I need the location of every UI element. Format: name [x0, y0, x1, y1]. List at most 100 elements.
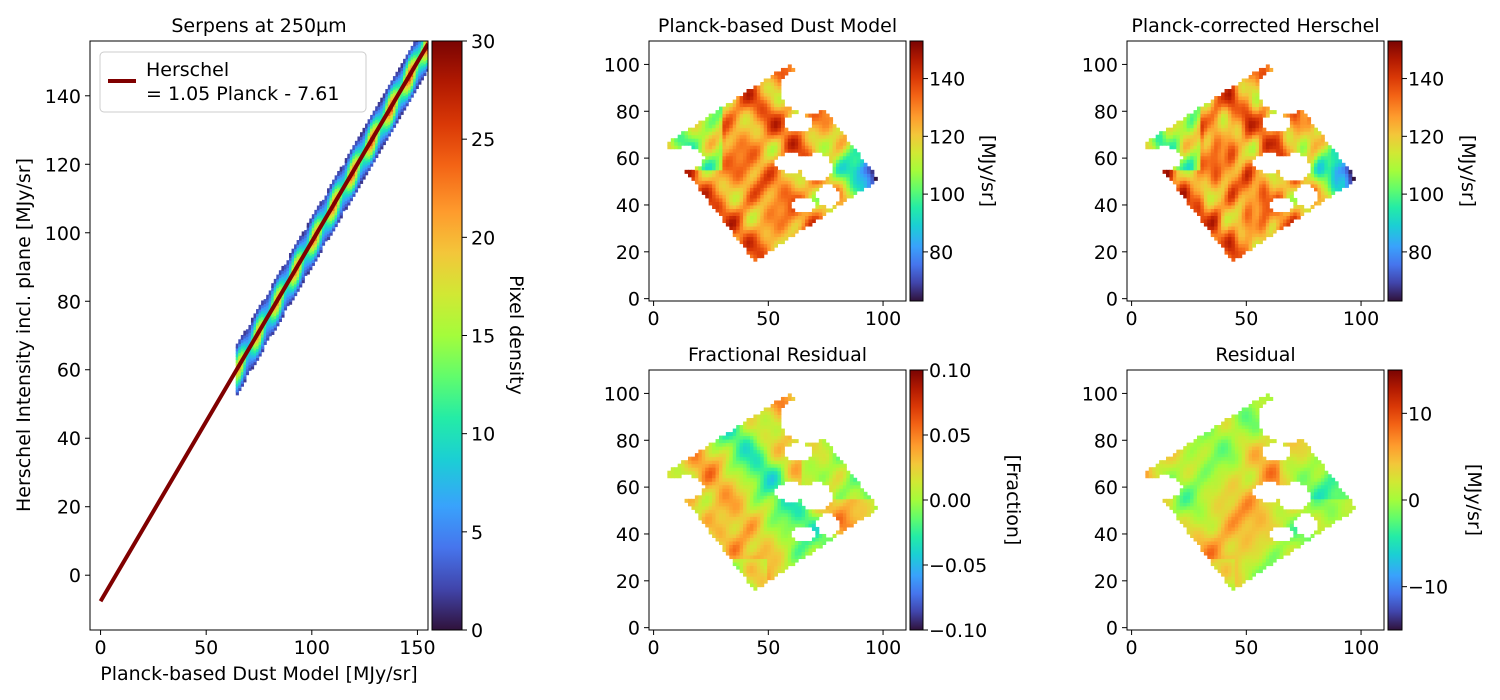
density-cell — [263, 340, 267, 345]
map-pixel — [767, 96, 772, 101]
map-pixel — [1217, 236, 1222, 241]
map-pixel — [743, 555, 748, 560]
density-cell — [291, 257, 295, 263]
colorbar-tick-label: 100 — [929, 184, 965, 206]
map-pixel — [749, 113, 754, 118]
density-cell — [426, 26, 429, 31]
map-pixel — [1207, 120, 1212, 125]
map-pixel — [688, 463, 692, 468]
map-pixel — [670, 145, 675, 150]
density-cell — [304, 259, 308, 265]
map-pixel — [743, 204, 748, 209]
map-pixel — [770, 103, 775, 108]
map-pixel — [1238, 173, 1243, 178]
density-cell — [352, 183, 356, 189]
map-pixel — [1307, 180, 1312, 185]
density-cell — [253, 328, 257, 333]
map-pixel — [1214, 113, 1219, 118]
map-pixel — [694, 460, 699, 465]
map-pixel — [763, 81, 768, 87]
density-cell — [337, 203, 341, 209]
density-cell — [347, 162, 351, 168]
map-pixel — [715, 148, 720, 153]
map-pixel — [811, 180, 816, 185]
density-cell — [408, 64, 412, 70]
map-pixel — [780, 187, 785, 192]
density-cell — [359, 135, 364, 140]
y-tick-label: 20 — [1094, 242, 1118, 264]
map-pixel — [1255, 180, 1260, 185]
map-pixel — [1227, 99, 1232, 104]
density-cell — [240, 337, 244, 343]
map-pixel — [801, 134, 806, 139]
map-pixel — [866, 180, 871, 185]
map-pixel — [805, 134, 809, 139]
density-cell — [327, 205, 331, 211]
map-pixel — [739, 512, 744, 517]
density-cell — [319, 204, 323, 210]
map-pixel — [818, 124, 823, 129]
map-pixel — [1214, 183, 1219, 188]
map-pixel — [718, 533, 723, 538]
map-pixel — [718, 467, 723, 472]
map-pixel — [1214, 131, 1219, 136]
map-pixel — [1314, 176, 1318, 181]
map-pixel — [777, 240, 782, 245]
map-pixel — [1286, 187, 1291, 192]
map-pixel — [1231, 166, 1236, 171]
map-pixel — [1255, 124, 1260, 129]
map-pixel — [784, 211, 789, 217]
map-pixel — [1241, 201, 1246, 206]
map-pixel — [1155, 141, 1160, 146]
density-cell — [405, 69, 409, 75]
map-pixel — [842, 134, 847, 139]
density-cell — [271, 321, 275, 327]
map-pixel — [1327, 155, 1332, 160]
density-cell — [423, 27, 426, 32]
map-pixel — [787, 197, 792, 202]
map-pixel — [691, 498, 696, 503]
map-pixel — [1317, 166, 1322, 171]
map-pixel — [842, 166, 847, 171]
map-pixel — [1276, 183, 1281, 188]
map-pixel — [1348, 176, 1353, 181]
map-pixel — [1258, 180, 1263, 185]
map-pixel — [749, 103, 754, 108]
density-cell — [426, 32, 429, 37]
map-pixel — [1172, 180, 1177, 185]
map-pixel — [1227, 180, 1232, 185]
density-cell — [405, 72, 409, 77]
density-cell — [286, 274, 290, 280]
map-pixel — [1217, 127, 1222, 132]
map-pixel — [818, 127, 823, 132]
density-cell — [365, 170, 369, 176]
map-pixel — [1200, 127, 1205, 132]
map-pixel — [746, 194, 751, 199]
map-pixel — [1207, 208, 1212, 213]
map-pixel — [718, 127, 723, 132]
map-pixel — [1255, 197, 1260, 202]
map-pixel — [1186, 131, 1191, 136]
map-pixel — [1265, 138, 1270, 143]
map-pixel — [767, 240, 772, 245]
map-pixel — [705, 449, 710, 454]
density-cell — [288, 261, 293, 267]
map-pixel — [746, 236, 751, 241]
map-pixel — [829, 120, 834, 125]
map-pixel — [1186, 141, 1191, 146]
map-pixel — [698, 183, 703, 188]
map-pixel — [746, 446, 751, 451]
map-pixel — [1217, 113, 1222, 118]
density-cell — [408, 91, 412, 97]
density-cell — [334, 207, 338, 213]
density-cell — [327, 220, 331, 226]
map-pixel — [1341, 162, 1346, 167]
map-pixel — [1258, 194, 1263, 199]
density-cell — [390, 109, 394, 115]
map-pixel — [743, 463, 748, 468]
map-pixel — [1186, 127, 1191, 132]
density-cell — [261, 347, 265, 353]
map-pixel — [746, 127, 751, 132]
map-pixel — [701, 481, 706, 486]
density-cell — [301, 266, 305, 272]
